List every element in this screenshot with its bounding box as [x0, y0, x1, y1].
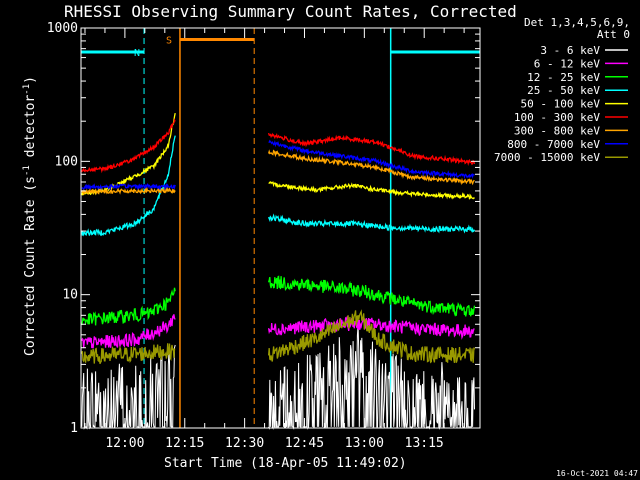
legend-header-line2: Att 0 — [597, 28, 630, 41]
series-trace — [267, 309, 476, 364]
plot-frame — [80, 27, 481, 429]
footer-date: 16-Oct-2021 04:47 — [556, 469, 638, 478]
y-axis-label-part1: Corrected Count Rate (s — [23, 176, 38, 356]
y-tick-label: 1 — [70, 421, 78, 436]
legend-item-label: 6 - 12 keV — [534, 57, 601, 70]
series-trace — [81, 186, 176, 196]
series-trace — [267, 315, 475, 340]
series-trace — [268, 139, 475, 180]
y-axis-label-sup1: -1 — [22, 165, 32, 176]
chart-title: RHESSI Observing Summary Count Rates, Co… — [64, 2, 517, 21]
legend-item-label: 3 - 6 keV — [540, 44, 600, 57]
y-tick-label: 1000 — [47, 21, 78, 36]
x-tick-label: 13:00 — [345, 436, 384, 451]
series-trace — [267, 213, 476, 234]
series-trace — [267, 149, 475, 186]
series-trace — [267, 275, 476, 317]
y-axis-label-sup2: -1 — [22, 84, 32, 95]
x-tick-label: 12:45 — [285, 436, 324, 451]
y-axis-label-part3: ) — [23, 76, 38, 84]
series-trace — [268, 181, 475, 200]
x-tick-label: 12:15 — [165, 436, 204, 451]
y-axis-label: Corrected Count Rate (s-1 detector-1) — [22, 76, 38, 356]
series-layer — [81, 112, 476, 430]
axis-layer: 1 10 100 1000 12:00 12:15 12:30 12:45 13:00 13:15 — [47, 21, 480, 451]
x-tick-label: 13:15 — [405, 436, 444, 451]
legend-item-label: 7000 - 15000 keV — [494, 151, 600, 164]
legend-item-label: 12 - 25 keV — [527, 71, 600, 84]
y-axis-label-part2: detector — [23, 95, 38, 166]
x-tick-label: 12:00 — [105, 436, 144, 451]
series-trace — [81, 182, 176, 191]
legend-item-label: 100 - 300 keV — [514, 111, 600, 124]
series-trace — [81, 314, 176, 349]
series-trace — [81, 118, 176, 174]
series-trace — [81, 287, 176, 326]
series-trace — [81, 135, 176, 237]
legend-item-label: 300 - 800 keV — [514, 124, 600, 137]
legend-item-label: 25 - 50 keV — [527, 84, 600, 97]
legend-item-label: 800 - 7000 keV — [507, 138, 600, 151]
series-trace — [268, 325, 475, 430]
legend-item-label: 50 - 100 keV — [521, 98, 601, 111]
night-label: N — [134, 48, 140, 59]
x-axis-label: Start Time (18-Apr-05 11:49:02) — [164, 456, 407, 471]
y-tick-label: 100 — [55, 154, 78, 169]
y-tick-label: 10 — [62, 288, 78, 303]
series-trace — [81, 343, 176, 365]
series-trace — [81, 344, 176, 430]
legend-header-line1: Det 1,3,4,5,6,9, — [524, 16, 630, 29]
saa-label: S — [166, 35, 172, 46]
series-trace — [267, 132, 476, 166]
x-tick-label: 12:30 — [225, 436, 264, 451]
